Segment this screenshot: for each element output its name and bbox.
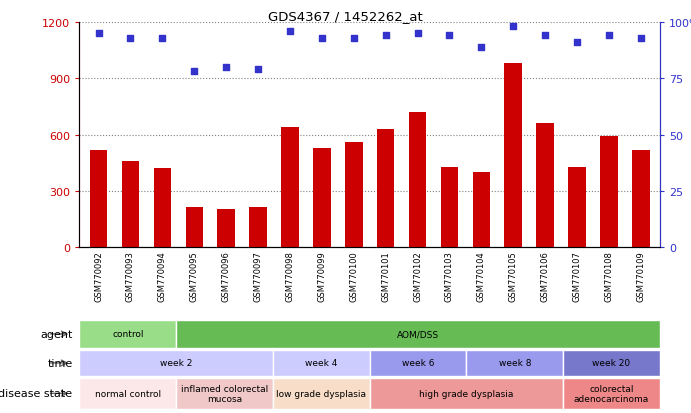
Text: agent: agent bbox=[40, 329, 73, 339]
Bar bbox=[153, 169, 171, 248]
Bar bbox=[409, 113, 426, 248]
Point bbox=[476, 44, 487, 51]
Bar bbox=[632, 150, 650, 248]
Text: week 20: week 20 bbox=[592, 358, 631, 368]
Point bbox=[571, 40, 583, 46]
Text: GDS4367 / 1452262_at: GDS4367 / 1452262_at bbox=[268, 10, 423, 23]
Bar bbox=[345, 143, 363, 248]
Bar bbox=[536, 124, 554, 248]
Bar bbox=[600, 137, 618, 248]
Text: inflamed colorectal
mucosa: inflamed colorectal mucosa bbox=[181, 384, 268, 403]
Point bbox=[348, 35, 359, 42]
Bar bbox=[504, 64, 522, 248]
Bar bbox=[185, 207, 203, 248]
Text: week 2: week 2 bbox=[160, 358, 192, 368]
Text: AOM/DSS: AOM/DSS bbox=[397, 330, 439, 339]
Text: week 4: week 4 bbox=[305, 358, 337, 368]
Point bbox=[603, 33, 614, 40]
Point bbox=[508, 24, 519, 31]
Point bbox=[189, 69, 200, 76]
Bar bbox=[90, 150, 107, 248]
Point bbox=[412, 31, 423, 37]
Point bbox=[252, 66, 263, 73]
Bar bbox=[249, 207, 267, 248]
Point bbox=[540, 33, 551, 40]
Point bbox=[125, 35, 136, 42]
Point bbox=[220, 64, 231, 71]
Point bbox=[444, 33, 455, 40]
Text: low grade dysplasia: low grade dysplasia bbox=[276, 389, 366, 398]
Bar bbox=[281, 128, 299, 248]
Bar bbox=[441, 167, 458, 248]
Text: high grade dysplasia: high grade dysplasia bbox=[419, 389, 513, 398]
Text: disease state: disease state bbox=[0, 388, 73, 399]
Text: colorectal
adenocarcinoma: colorectal adenocarcinoma bbox=[574, 384, 649, 403]
Point bbox=[635, 35, 646, 42]
Text: week 6: week 6 bbox=[401, 358, 435, 368]
Point bbox=[380, 33, 391, 40]
Bar bbox=[218, 209, 235, 248]
Bar bbox=[568, 167, 586, 248]
Text: time: time bbox=[47, 358, 73, 368]
Bar bbox=[313, 148, 330, 248]
Text: week 8: week 8 bbox=[498, 358, 531, 368]
Text: normal control: normal control bbox=[95, 389, 161, 398]
Text: control: control bbox=[112, 330, 144, 339]
Point bbox=[93, 31, 104, 37]
Bar bbox=[473, 173, 490, 248]
Point bbox=[285, 28, 296, 35]
Bar bbox=[377, 130, 395, 248]
Point bbox=[316, 35, 328, 42]
Bar bbox=[122, 161, 140, 248]
Point bbox=[157, 35, 168, 42]
